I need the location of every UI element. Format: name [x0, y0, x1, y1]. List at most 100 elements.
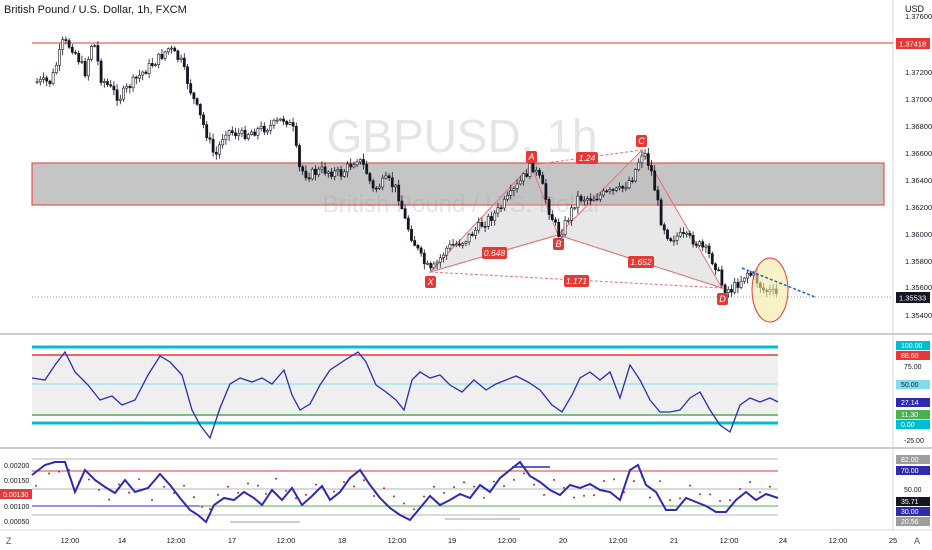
osc2-dot [315, 483, 317, 486]
candle [154, 64, 157, 67]
candle [141, 71, 145, 76]
candle [189, 83, 193, 94]
time-tick: 17 [228, 536, 236, 545]
point-label-c[interactable]: C [636, 135, 647, 147]
osc2-dot [363, 479, 365, 482]
osc2-badge [896, 507, 930, 516]
osc2-dot [237, 491, 239, 494]
ratio-label-xd[interactable]: 1.171 [564, 275, 589, 287]
candle [336, 169, 340, 172]
candle [173, 47, 177, 52]
osc2-dot [217, 493, 219, 496]
candle [192, 92, 196, 99]
candle [307, 177, 311, 180]
candle [67, 40, 71, 48]
candle [80, 61, 84, 63]
candle [38, 79, 42, 83]
osc1-label: 50.00 [901, 382, 919, 389]
candle [627, 180, 631, 189]
ratio-label-xb[interactable]: 0.648 [482, 247, 507, 259]
trend-line[interactable] [741, 267, 816, 298]
candle [400, 200, 404, 210]
candle [250, 131, 253, 135]
candle [608, 189, 612, 192]
price-axis[interactable]: 1.37600 1.37418 1.37200 1.37000 1.36800 … [896, 12, 932, 320]
osc2-dot [383, 487, 385, 490]
osc2-dot [183, 484, 185, 487]
candle [445, 247, 449, 256]
watermark-symbol: GBPUSD, 1h [327, 110, 598, 162]
candle [58, 49, 61, 66]
candle [112, 85, 116, 91]
candle [659, 199, 663, 226]
point-label-b[interactable]: B [553, 238, 564, 250]
candle [291, 122, 295, 127]
auto-scale-icon[interactable]: A [914, 536, 921, 546]
price-tick: 1.35600 [905, 283, 932, 292]
candle [298, 145, 301, 168]
osc2-dot [403, 502, 405, 505]
osc2-dot [393, 495, 395, 498]
point-label-x[interactable]: X [425, 276, 436, 288]
candle [640, 155, 644, 164]
osc2-right-axis[interactable]: 82.00 70.00 50.00 35.71 30.00 20.56 [896, 455, 930, 526]
osc2-dot [353, 485, 355, 488]
candle [512, 188, 516, 191]
candle [128, 85, 132, 89]
osc1-label: 11.30 [901, 412, 918, 419]
candle [272, 119, 276, 126]
osc2-left-axis[interactable]: 0.00200 0.00150 0.00130 0.00100 0.00050 [0, 463, 32, 526]
osc2-dot [679, 497, 681, 500]
candle [490, 216, 493, 221]
point-label-a[interactable]: A [526, 151, 537, 163]
candle [102, 81, 106, 83]
price-tick: 1.35800 [905, 257, 932, 266]
candle [458, 243, 461, 246]
candle [96, 45, 100, 62]
candle [288, 122, 292, 125]
candle [592, 198, 596, 201]
osc2-dot [295, 497, 297, 500]
candle [358, 159, 362, 163]
osc2-line[interactable] [31, 460, 779, 524]
svg-text:A: A [527, 152, 534, 162]
candle [550, 214, 554, 220]
point-label-d[interactable]: D [717, 293, 728, 305]
timezone-icon[interactable]: Z [6, 536, 12, 546]
osc1-line[interactable] [31, 350, 779, 440]
ratio-label-ac[interactable]: 1.24 [576, 152, 598, 164]
time-tick: 12:00 [720, 536, 739, 545]
candle [666, 229, 669, 239]
candle [672, 240, 676, 242]
candle [710, 253, 714, 265]
osc2-badge [896, 466, 930, 475]
candle [304, 170, 308, 179]
osc2-dot [333, 490, 335, 493]
osc1-axis[interactable]: 100.00 88.60 75.00 50.00 27.14 11.30 0.0… [896, 341, 930, 445]
price-zone[interactable] [31, 162, 885, 206]
candle [157, 53, 161, 65]
candle [723, 284, 727, 294]
candle [522, 173, 525, 182]
candle [390, 177, 394, 188]
candle [195, 98, 199, 105]
candle [480, 222, 484, 227]
candle [179, 57, 183, 60]
time-tick: 12:00 [167, 536, 186, 545]
osc2-dot [543, 493, 545, 496]
candle [669, 238, 673, 241]
candle [621, 186, 625, 189]
osc2-dot [689, 484, 691, 487]
time-tick: 25 [889, 536, 897, 545]
time-axis[interactable]: 12:00 14 12:00 17 12:00 18 12:00 19 12:0… [61, 536, 898, 545]
osc1-label: 0.00 [901, 422, 915, 429]
candle [525, 173, 529, 177]
osc1-badge [896, 410, 930, 419]
candle [138, 74, 141, 79]
highlight-ellipse[interactable] [751, 257, 789, 323]
osc2-dot [633, 480, 635, 483]
candle [176, 50, 180, 60]
osc2-dot [603, 480, 605, 483]
ratio-label-bd[interactable]: 1.652 [628, 256, 654, 268]
